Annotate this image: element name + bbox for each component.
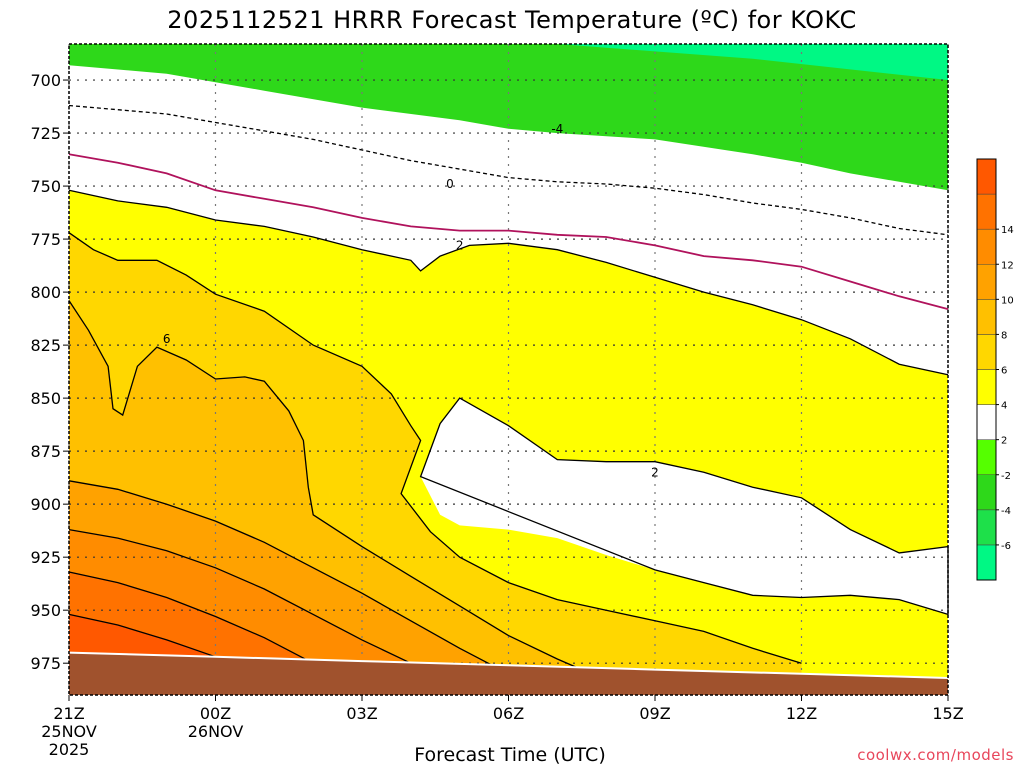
y-tick-label: 850 (30, 389, 61, 408)
colorbar-swatch (976, 544, 997, 581)
contour-line (68, 153, 949, 310)
colorbar-swatch (976, 228, 997, 265)
y-tick-label: 925 (30, 548, 61, 567)
terrain-fill (69, 652, 948, 695)
contour-label: 2 (456, 238, 464, 252)
terrain-layer (68, 651, 949, 695)
colorbar-tick-label: -4 (1001, 506, 1011, 517)
colorbar-tick-label: 4 (1001, 401, 1007, 412)
credit-link[interactable]: coolwx.com/models (857, 746, 1014, 764)
x-tick-label: 21Z (53, 704, 84, 723)
fill-cool-bubble (420, 398, 949, 615)
contour-label: 6 (163, 332, 171, 346)
y-tick-label: 900 (30, 495, 61, 514)
y-tick-label: 725 (30, 124, 61, 143)
x-tick-label: 12Z (786, 704, 817, 723)
x-tick-year: 2025 (49, 740, 90, 759)
y-tick-label: 825 (30, 336, 61, 355)
colorbar-tick-label: -6 (1001, 541, 1011, 552)
colorbar: -6 -4 -2 2 4 6 8 10 12 14 (976, 158, 1014, 581)
contour-line (68, 480, 509, 675)
contour-label: -4 (551, 122, 563, 136)
colorbar-tick-label: 10 (1001, 295, 1014, 306)
colorbar-tick-label: 2 (1001, 436, 1007, 447)
colorbar-tick-label: 12 (1001, 260, 1014, 271)
y-tick-label: 750 (30, 177, 61, 196)
colorbar-tick-label: -2 (1001, 471, 1011, 482)
contour-label: 2 (651, 465, 659, 479)
contour-line (68, 528, 412, 664)
x-tick-label: 15Z (932, 704, 963, 723)
x-axis-label: Forecast Time (UTC) (414, 744, 606, 766)
x-tick-label: 09Z (639, 704, 670, 723)
chart-title: 2025112521 HRRR Forecast Temperature (ºC… (167, 6, 857, 34)
x-tick-label: 03Z (346, 704, 377, 723)
fill-band-minus6 (69, 44, 948, 80)
contour-line (419, 397, 949, 616)
terrain-edge (68, 651, 949, 679)
colorbar-swatch (976, 334, 997, 370)
x-tick-date: 25NOV (41, 722, 97, 741)
y-tick-label: 775 (30, 230, 61, 249)
y-tick-label: 975 (30, 654, 61, 673)
contour-line-layer: -4 0 2 6 2 (68, 104, 949, 681)
x-tick-date: 26NOV (188, 722, 244, 741)
y-tick-label: 950 (30, 601, 61, 620)
colorbar-tick-label: 6 (1001, 366, 1007, 377)
colorbar-tick-label: 14 (1001, 225, 1014, 236)
contour-line (68, 571, 314, 664)
x-tick-label: 06Z (493, 704, 524, 723)
contour-line (68, 300, 607, 681)
colorbar-swatch (976, 474, 997, 511)
colorbar-swatch (976, 439, 997, 475)
y-tick-label: 875 (30, 442, 61, 461)
contour-label: 0 (446, 177, 454, 191)
contour-line (68, 232, 802, 664)
y-tick-label: 800 (30, 283, 61, 302)
colorbar-swatch (976, 158, 997, 195)
contour-line (68, 189, 949, 376)
colorbar-swatch (976, 509, 997, 546)
colorbar-swatch (976, 264, 997, 300)
colorbar-swatch (976, 369, 997, 405)
axes-layer: 70072575077580082585087590092595097521Z2… (30, 43, 964, 759)
x-tick-label: 00Z (200, 704, 231, 723)
contour-line (68, 104, 949, 236)
colorbar-swatch (976, 299, 997, 335)
colorbar-tick-label: 8 (1001, 330, 1007, 341)
y-tick-label: 700 (30, 71, 61, 90)
colorbar-swatch (976, 193, 997, 230)
colorbar-swatch (976, 404, 997, 440)
